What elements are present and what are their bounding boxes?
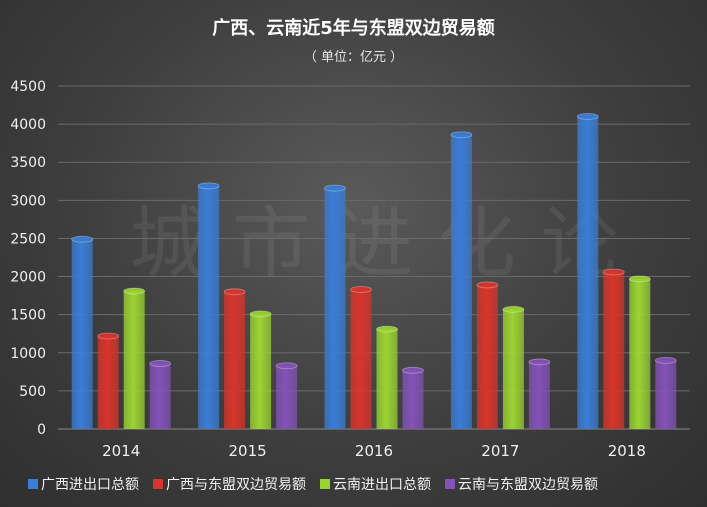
y-tick-label: 1000 (10, 346, 46, 362)
bar-cap (628, 275, 651, 283)
y-tick-label: 0 (37, 422, 46, 438)
y-tick-label: 3500 (10, 155, 46, 171)
bar-3 (629, 278, 651, 429)
y-tick-label: 2000 (10, 270, 46, 286)
chart-subtitle: （ 单位：亿元 ） (303, 50, 404, 65)
bar-4 (149, 363, 171, 429)
legend-swatch (445, 479, 455, 489)
bar-1 (577, 116, 599, 429)
bar-cap (402, 366, 424, 374)
bar-cap (123, 287, 146, 295)
bar-cap (149, 360, 172, 367)
bar-4 (276, 365, 298, 429)
bar-cap (197, 182, 220, 190)
bar-4 (402, 370, 424, 429)
legend-item: 广西进出口总额 (28, 474, 139, 494)
bar-cap (275, 362, 298, 370)
bar-cap (223, 288, 246, 296)
bar-cap (376, 325, 398, 333)
bar-3 (502, 309, 524, 429)
x-tick-label: 2018 (608, 442, 646, 460)
bar-cap (97, 332, 120, 340)
y-tick-label: 500 (19, 384, 46, 400)
legend-swatch (320, 479, 330, 489)
bar-cap (602, 268, 625, 276)
legend-label: 云南与东盟双边贸易额 (458, 477, 598, 493)
legend-label: 广西与东盟双边贸易额 (166, 477, 306, 493)
chart-legend: 广西进出口总额 广西与东盟双边贸易额 云南进出口总额 云南与东盟双边贸易额 (28, 474, 698, 494)
bar-3 (250, 313, 272, 429)
bar-cap (324, 184, 346, 192)
y-tick-label: 1500 (10, 308, 46, 324)
bar-cap (476, 281, 499, 289)
bar-cap (249, 310, 272, 318)
legend-label: 广西进出口总额 (41, 477, 139, 493)
x-tick-label: 2016 (355, 442, 393, 460)
bar-2 (476, 284, 498, 429)
y-tick-label: 4500 (10, 79, 46, 95)
bar-cap (654, 356, 677, 364)
x-tick-label: 2014 (102, 442, 140, 460)
bar-2 (603, 271, 625, 429)
bar-1 (450, 134, 472, 429)
legend-item: 云南进出口总额 (320, 474, 431, 494)
legend-item: 广西与东盟双边贸易额 (153, 474, 306, 494)
legend-swatch (153, 479, 163, 489)
bar-1 (324, 188, 346, 429)
bar-cap (528, 358, 551, 366)
legend-item: 云南与东盟双边贸易额 (445, 474, 598, 494)
y-tick-label: 4000 (10, 117, 46, 133)
bar-4 (528, 361, 550, 429)
x-tick-label: 2015 (229, 442, 267, 460)
x-tick-label: 2017 (481, 442, 519, 460)
bar-cap (71, 235, 94, 243)
y-tick-label: 2500 (10, 231, 46, 247)
bar-cap (350, 286, 372, 293)
y-tick-label: 3000 (10, 193, 46, 209)
bar-2 (350, 289, 372, 429)
legend-label: 云南进出口总额 (333, 477, 431, 493)
bar-cap (450, 131, 473, 139)
bar-3 (376, 329, 398, 429)
bar-2 (97, 336, 119, 429)
bar-cap (502, 305, 525, 313)
chart-title: 广西、云南近5年与东盟双边贸易额 (212, 18, 495, 39)
bar-1 (71, 239, 93, 429)
bar-3 (123, 291, 145, 429)
bar-4 (655, 360, 677, 429)
bar-2 (224, 291, 246, 429)
bar-cap (576, 113, 599, 120)
legend-swatch (28, 479, 38, 489)
bar-1 (198, 185, 220, 429)
